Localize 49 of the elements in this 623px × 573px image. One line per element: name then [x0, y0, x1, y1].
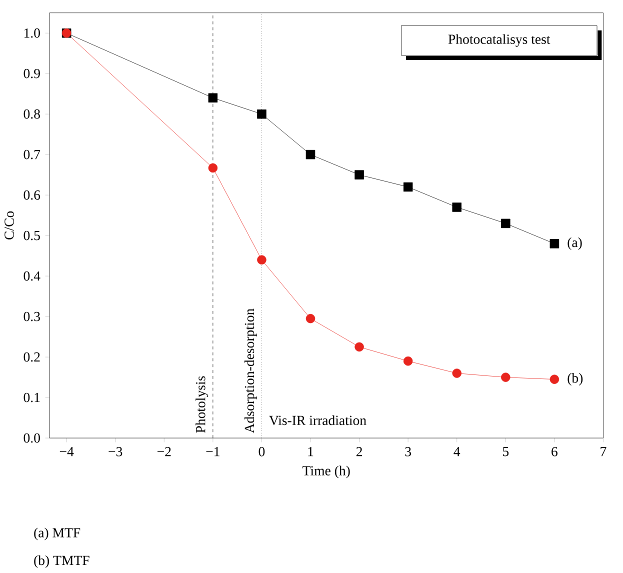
y-tick-label: 0.2: [24, 352, 40, 362]
x-tick-label: 7: [600, 447, 606, 456]
x-tick-label: −2: [157, 447, 171, 456]
y-tick-label: 0.4: [24, 272, 40, 281]
x-tick-label: −4: [60, 447, 74, 456]
point: [306, 314, 316, 324]
ref-line-label: Photolysis: [196, 376, 208, 434]
x-tick-label: 6: [552, 447, 558, 457]
text: (a) MTF: [34, 528, 80, 540]
y-tick-label: 0.0: [24, 434, 40, 443]
x-tick-label: 4: [454, 447, 460, 456]
point: [403, 356, 413, 366]
y-tick-label: 0.6: [24, 190, 40, 200]
point: [550, 374, 560, 384]
ref-line-label: Adsorption-desorption: [244, 308, 257, 434]
point: [550, 239, 560, 249]
text: (b) TMTF: [34, 556, 90, 568]
point: [208, 93, 218, 103]
x-tick-label: 5: [503, 447, 509, 456]
point: [208, 164, 218, 173]
y-tick-label: 0.5: [24, 231, 40, 240]
x-axis-title: Time (h): [302, 466, 350, 478]
point: [501, 219, 510, 228]
y-tick-label: 0.8: [24, 110, 40, 120]
x-tick-label: 3: [405, 447, 411, 457]
point: [354, 342, 364, 352]
y-axis-title: C/Co: [4, 212, 14, 240]
y-tick-label: 0.1: [24, 393, 40, 402]
series-label: (a): [568, 238, 582, 250]
point: [354, 170, 364, 180]
y-tick-label: 0.7: [24, 150, 40, 160]
x-tick-label: −3: [108, 447, 122, 457]
y-tick-label: 0.3: [24, 312, 40, 322]
point: [452, 202, 462, 212]
x-tick-label: 0: [258, 447, 265, 457]
point: [257, 110, 266, 119]
point: [452, 368, 462, 378]
x-tick-label: −1: [206, 447, 220, 456]
x-tick-label: 2: [356, 447, 362, 456]
x-tick-label: 1: [308, 447, 314, 456]
point: [403, 182, 413, 192]
point: [257, 255, 266, 265]
annotation: Photocatalisys test: [448, 34, 550, 47]
series-label: (b): [568, 373, 583, 386]
y-tick-label: 1.0: [24, 28, 40, 38]
annotation: Vis-IR irradiation: [269, 416, 366, 426]
point: [306, 150, 316, 160]
y-tick-label: 0.9: [24, 69, 40, 79]
point: [501, 372, 510, 382]
